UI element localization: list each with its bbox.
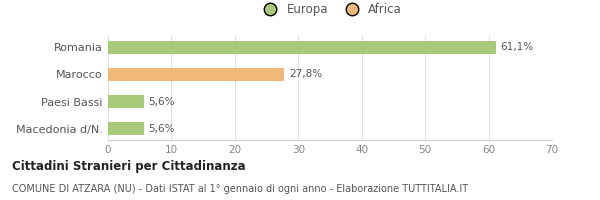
Text: 27,8%: 27,8% (289, 69, 323, 79)
Text: Cittadini Stranieri per Cittadinanza: Cittadini Stranieri per Cittadinanza (12, 160, 245, 173)
Bar (108, 95, 143, 108)
Bar (108, 68, 284, 81)
Text: 5,6%: 5,6% (149, 97, 175, 107)
Text: COMUNE DI ATZARA (NU) - Dati ISTAT al 1° gennaio di ogni anno - Elaborazione TUT: COMUNE DI ATZARA (NU) - Dati ISTAT al 1°… (12, 184, 468, 194)
Text: 61,1%: 61,1% (500, 42, 534, 52)
Legend: Europa, Africa: Europa, Africa (253, 0, 407, 21)
Text: 5,6%: 5,6% (149, 124, 175, 134)
Bar (108, 122, 143, 135)
Bar (108, 41, 496, 54)
